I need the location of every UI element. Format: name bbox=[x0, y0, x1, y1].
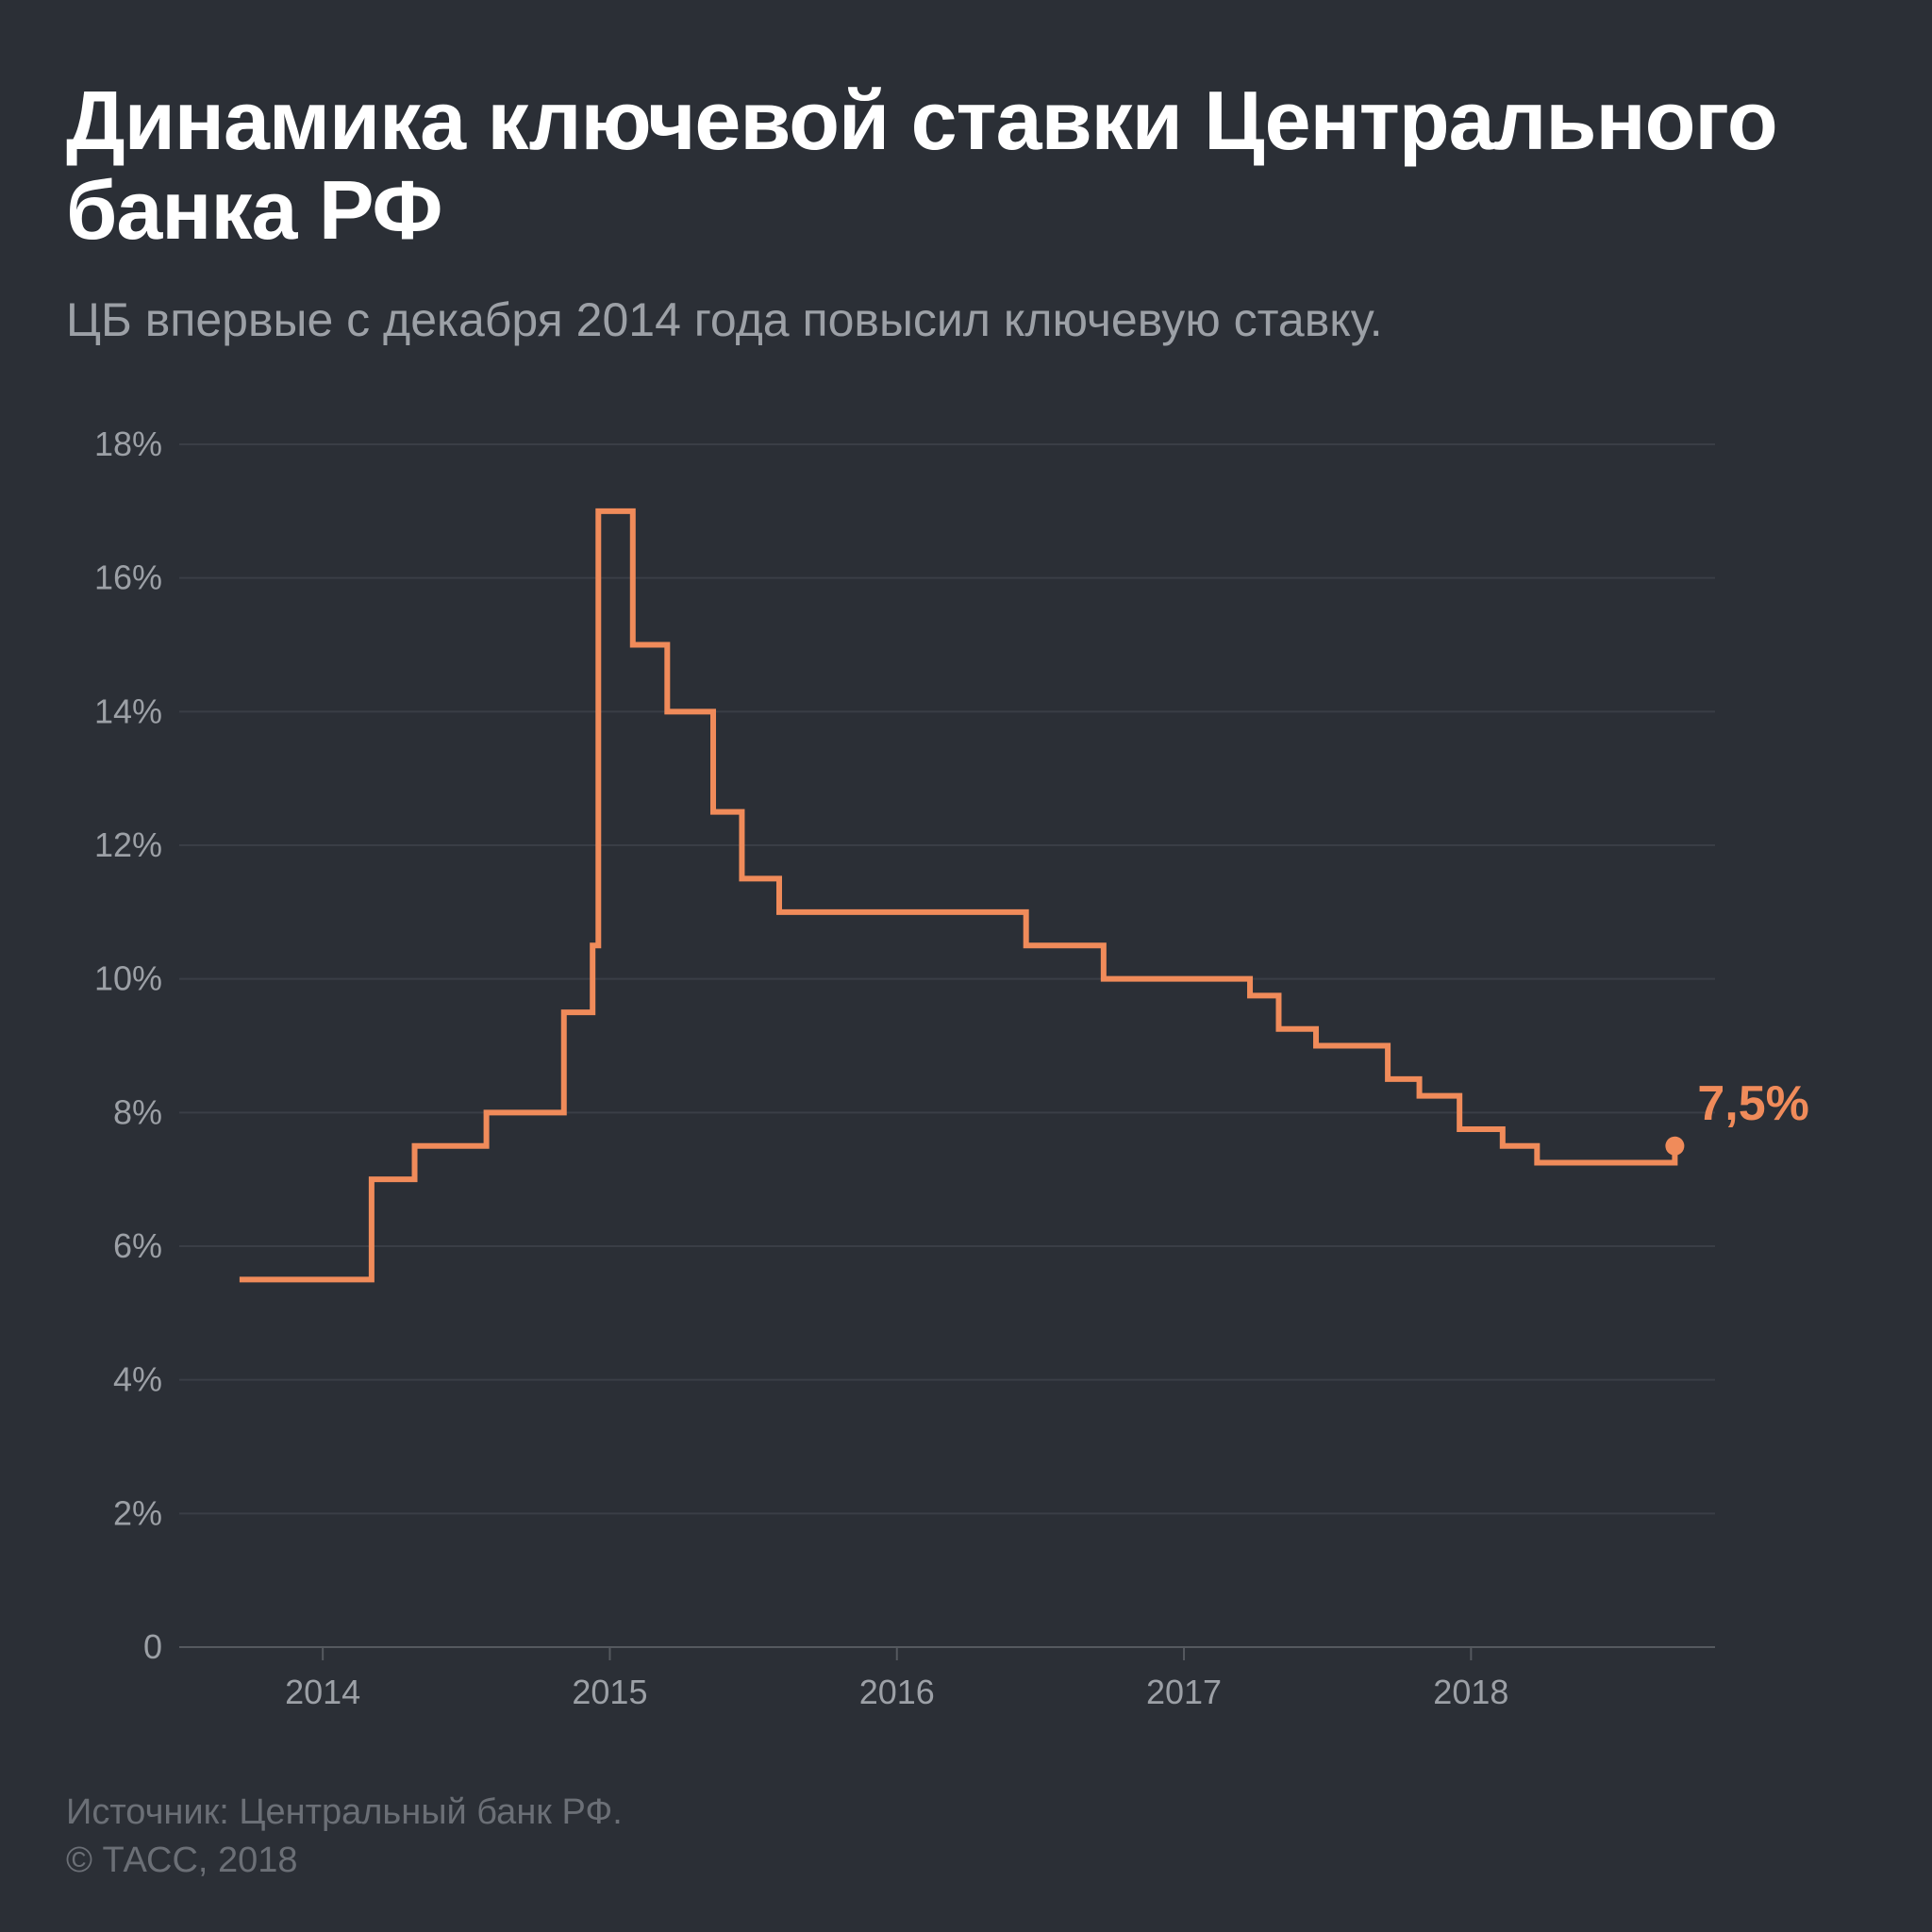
chart-area: 0 2% 4% 6% 8% 10% 12% 14% 16% 18% 2014 2015 2016 2017… bbox=[66, 425, 1866, 1770]
infographic-container: Динамика ключевой ставки Центрального ба… bbox=[0, 0, 1932, 1932]
copyright-text: © ТАСС, 2018 bbox=[66, 1837, 1866, 1885]
svg-text:2015: 2015 bbox=[572, 1673, 647, 1711]
svg-text:2018: 2018 bbox=[1433, 1673, 1508, 1711]
svg-text:2016: 2016 bbox=[859, 1673, 935, 1711]
source-block: Источник: Центральный банк РФ. © ТАСС, 2… bbox=[66, 1789, 1866, 1886]
svg-text:7,5%: 7,5% bbox=[1697, 1075, 1809, 1130]
svg-text:14%: 14% bbox=[94, 691, 162, 730]
step-line-chart: 0 2% 4% 6% 8% 10% 12% 14% 16% 18% 2014 2015 2016 2017… bbox=[66, 425, 1866, 1770]
svg-text:12%: 12% bbox=[94, 825, 162, 864]
chart-title: Динамика ключевой ставки Центрального ба… bbox=[66, 75, 1866, 255]
svg-text:18%: 18% bbox=[94, 425, 162, 463]
svg-text:0: 0 bbox=[143, 1627, 162, 1666]
svg-text:2014: 2014 bbox=[285, 1673, 360, 1711]
svg-text:16%: 16% bbox=[94, 558, 162, 596]
svg-text:10%: 10% bbox=[94, 958, 162, 997]
svg-text:2%: 2% bbox=[113, 1493, 162, 1532]
chart-subtitle: ЦБ впервые с декабря 2014 года повысил к… bbox=[66, 291, 1866, 350]
svg-text:6%: 6% bbox=[113, 1226, 162, 1265]
svg-text:4%: 4% bbox=[113, 1359, 162, 1398]
svg-text:2017: 2017 bbox=[1146, 1673, 1222, 1711]
svg-text:8%: 8% bbox=[113, 1092, 162, 1131]
source-text: Источник: Центральный банк РФ. bbox=[66, 1789, 1866, 1837]
